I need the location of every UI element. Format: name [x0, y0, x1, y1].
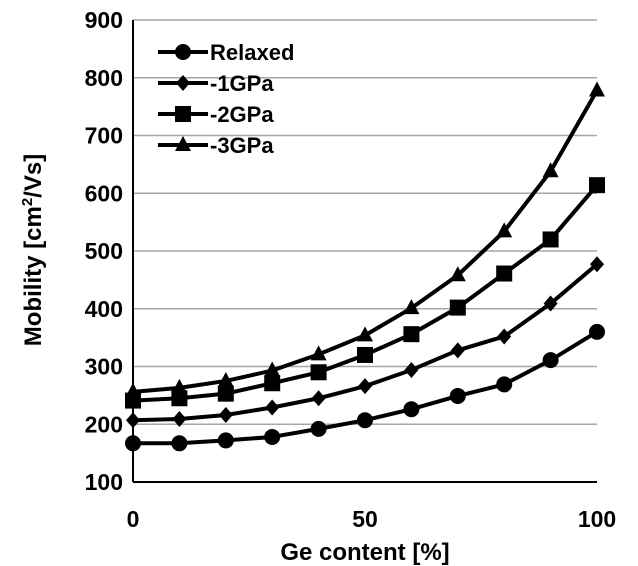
x-tick-labels: 0 50 100	[127, 506, 617, 532]
data-point-relaxed-10	[171, 435, 188, 452]
data-point-1gpa-80	[497, 328, 512, 345]
y-tick-labels: 100 200 300 400 500 600 700 800 900	[85, 7, 123, 495]
series-3gpa	[125, 81, 605, 398]
data-point-2gpa-100	[589, 177, 605, 194]
data-point-1gpa-100	[590, 256, 604, 273]
y-tick-label-200: 200	[85, 411, 123, 437]
y-axis-title: Mobility [cm2/Vs]	[19, 154, 47, 346]
data-point-2gpa-90	[542, 231, 559, 248]
x-tick-label-0: 0	[127, 506, 140, 532]
y-tick-label-400: 400	[85, 296, 123, 322]
y-tick-label-100: 100	[85, 469, 123, 495]
data-point-relaxed-40	[310, 420, 327, 437]
data-point-relaxed-70	[449, 387, 466, 404]
data-point-2gpa-10	[171, 390, 188, 407]
series-1gpa	[126, 256, 604, 429]
data-point-3gpa-20	[217, 371, 234, 387]
data-point-relaxed-20	[217, 432, 234, 449]
data-point-2gpa-60	[403, 326, 420, 343]
y-tick-label-900: 900	[85, 7, 123, 33]
legend-label-2gpa: -2GPa	[210, 102, 274, 127]
legend-label-1gpa: -1GPa	[210, 71, 274, 96]
data-point-3gpa-40	[310, 345, 327, 361]
plot-area	[125, 81, 605, 452]
data-point-relaxed-100	[589, 323, 605, 340]
data-point-2gpa-20	[217, 385, 234, 402]
y-tick-label-700: 700	[85, 123, 123, 149]
x-axis-title: Ge content [%]	[280, 539, 449, 566]
gridlines	[133, 19, 597, 425]
data-point-1gpa-60	[404, 361, 419, 378]
data-point-3gpa-50	[357, 326, 373, 342]
legend-item-3gpa: -3GPa	[158, 133, 274, 158]
x-tick-label-50: 50	[352, 506, 378, 532]
legend-marker-relaxed	[175, 44, 191, 60]
data-point-relaxed-50	[357, 412, 373, 429]
legend-marker-2gpa	[175, 106, 191, 122]
data-point-2gpa-50	[357, 346, 373, 363]
data-point-relaxed-30	[264, 428, 281, 445]
data-point-2gpa-80	[496, 265, 513, 282]
data-point-1gpa-90	[543, 295, 558, 312]
data-point-3gpa-100	[589, 81, 605, 97]
legend-item-1gpa: -1GPa	[158, 71, 274, 96]
legend-item-2gpa: -2GPa	[158, 102, 274, 127]
data-point-3gpa-80	[496, 222, 513, 238]
data-point-3gpa-0	[125, 382, 141, 398]
data-point-1gpa-30	[265, 399, 280, 416]
data-point-2gpa-70	[449, 299, 466, 316]
legend-marker-1gpa	[176, 75, 190, 91]
x-tick-label-100: 100	[578, 506, 616, 532]
legend: Relaxed -1GPa -2GPa -3GPa	[158, 40, 294, 158]
data-point-1gpa-10	[172, 411, 187, 428]
data-point-3gpa-90	[542, 162, 559, 178]
series-relaxed	[125, 323, 605, 452]
data-point-3gpa-30	[264, 361, 281, 377]
data-point-2gpa-40	[310, 364, 327, 381]
y-axis-title-main: Mobility [cm	[20, 206, 47, 346]
legend-item-relaxed: Relaxed	[158, 40, 294, 65]
series-2gpa	[125, 177, 605, 409]
data-point-1gpa-20	[218, 407, 233, 424]
y-axis-title-unit: /Vs]	[20, 154, 47, 198]
y-tick-label-800: 800	[85, 65, 123, 91]
legend-label-relaxed: Relaxed	[210, 40, 294, 65]
data-point-1gpa-70	[450, 342, 465, 359]
data-point-1gpa-40	[311, 390, 326, 407]
data-point-1gpa-0	[126, 412, 140, 429]
data-point-relaxed-80	[496, 376, 513, 393]
data-point-3gpa-10	[171, 378, 188, 394]
data-point-3gpa-60	[403, 299, 420, 315]
data-point-relaxed-0	[125, 435, 141, 452]
data-point-relaxed-90	[542, 352, 559, 369]
y-tick-label-500: 500	[85, 238, 123, 264]
data-point-relaxed-60	[403, 401, 420, 418]
y-tick-label-600: 600	[85, 180, 123, 206]
series-line-2gpa	[132, 183, 599, 403]
y-axis-title-superscript: 2	[19, 198, 36, 206]
data-point-3gpa-70	[449, 266, 466, 282]
y-tick-label-300: 300	[85, 354, 123, 380]
data-point-1gpa-50	[358, 378, 372, 395]
legend-label-3gpa: -3GPa	[210, 133, 274, 158]
data-point-2gpa-30	[264, 375, 281, 392]
legend-marker-3gpa	[175, 136, 191, 151]
